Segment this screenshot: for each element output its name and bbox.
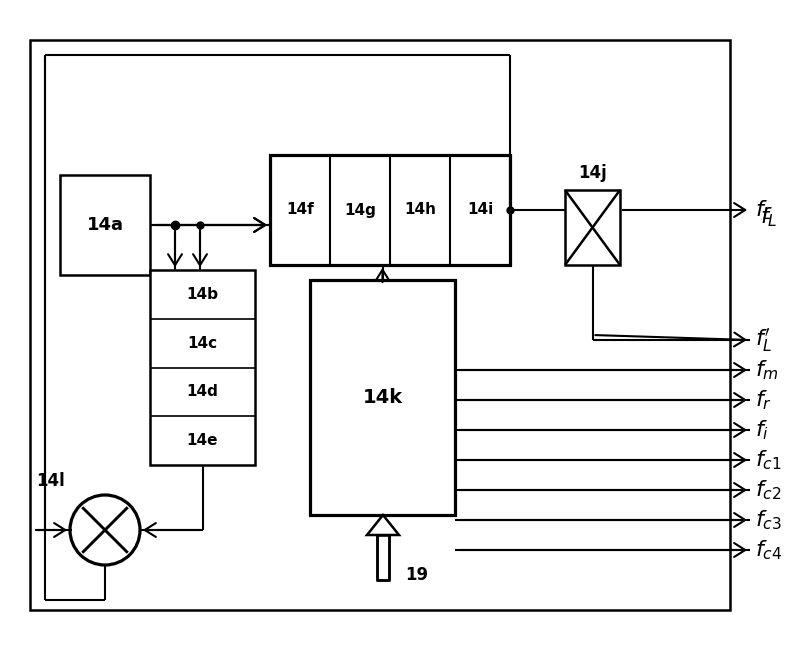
Text: 14b: 14b — [186, 287, 218, 302]
Text: $f_m$: $f_m$ — [755, 358, 779, 381]
Text: 14h: 14h — [404, 203, 436, 218]
Text: 14d: 14d — [186, 384, 218, 399]
Text: $f_{c4}$: $f_{c4}$ — [755, 538, 782, 562]
Bar — [30, 40, 730, 610]
Bar — [310, 280, 455, 515]
Text: 14a: 14a — [86, 216, 123, 234]
Text: 14e: 14e — [186, 433, 218, 448]
Text: 14j: 14j — [578, 164, 607, 182]
Text: $f_L$: $f_L$ — [755, 198, 773, 222]
Text: 14f: 14f — [286, 203, 314, 218]
Bar — [377, 535, 389, 580]
Text: $f_i$: $f_i$ — [755, 418, 769, 442]
Text: 19: 19 — [405, 566, 428, 584]
Text: $f_{c1}$: $f_{c1}$ — [755, 448, 782, 472]
Bar — [150, 270, 255, 465]
Text: 14i: 14i — [467, 203, 493, 218]
Bar — [565, 190, 620, 265]
Bar — [270, 155, 510, 265]
Text: 14k: 14k — [362, 388, 402, 407]
Text: 14g: 14g — [344, 203, 376, 218]
Text: $f_L'$: $f_L'$ — [755, 326, 773, 354]
Text: $f_r$: $f_r$ — [755, 388, 772, 412]
Text: $f_{c3}$: $f_{c3}$ — [755, 508, 782, 532]
Text: 14c: 14c — [187, 336, 218, 350]
Text: $f_{c2}$: $f_{c2}$ — [755, 478, 782, 502]
Bar — [60, 175, 150, 275]
Text: 14l: 14l — [36, 472, 65, 490]
Text: $f_L$: $f_L$ — [760, 205, 778, 229]
